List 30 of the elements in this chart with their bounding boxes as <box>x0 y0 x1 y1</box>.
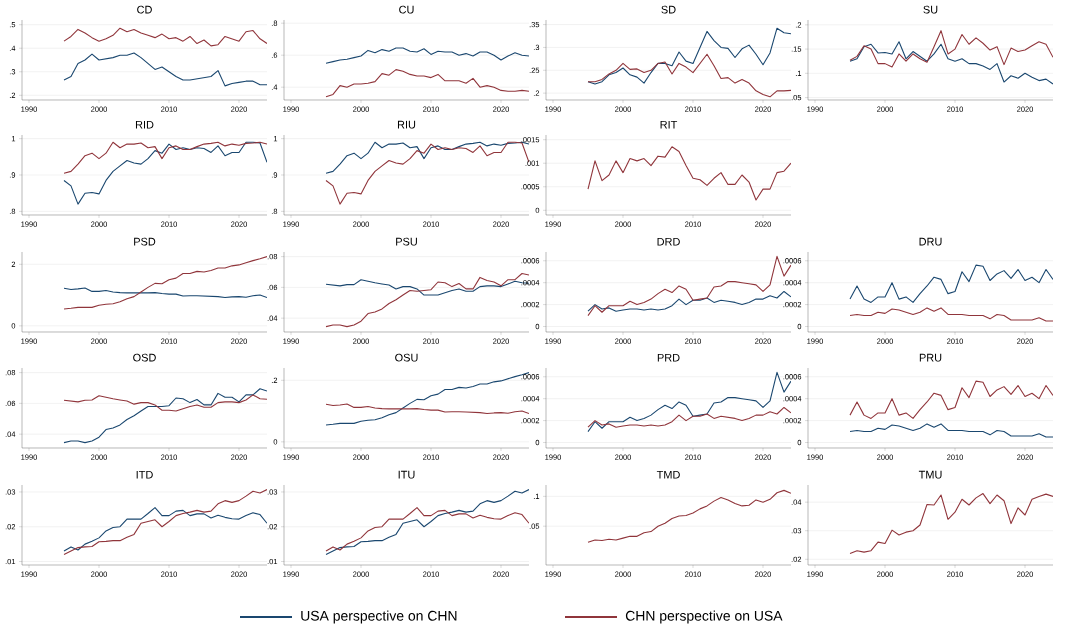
chart-title: SU <box>923 5 938 14</box>
chart-title: ITU <box>398 470 415 479</box>
line-series <box>63 141 267 174</box>
chart-title: PSU <box>396 237 417 246</box>
chart-title: RIT <box>660 120 678 129</box>
line-series <box>849 493 1054 555</box>
line-series <box>849 30 1054 68</box>
chart-title: SD <box>661 5 676 14</box>
chart-title: CU <box>399 5 414 14</box>
chart-title: DRU <box>919 237 942 246</box>
chart-title: PSD <box>134 237 156 246</box>
chart-title: ITD <box>136 470 153 479</box>
line-series <box>587 146 792 201</box>
chart-title: TMD <box>656 470 680 479</box>
chart-title: RIU <box>397 120 416 129</box>
chart-title: PRU <box>919 353 942 362</box>
legend-label: CHN perspective on USA <box>625 610 783 624</box>
legend-label: USA perspective on CHN <box>301 610 457 624</box>
chart-title: OSU <box>395 353 418 362</box>
line-series <box>63 141 267 205</box>
chart-title: PRD <box>657 353 680 362</box>
chart-title: TMU <box>918 470 942 479</box>
line-series <box>325 47 529 64</box>
line-series <box>849 380 1054 419</box>
chart-title: RID <box>135 120 154 129</box>
chart-title: DRD <box>657 237 680 246</box>
line-series <box>849 264 1054 303</box>
chart-title: OSD <box>133 353 156 362</box>
line-series <box>587 489 792 543</box>
chart-title: CD <box>137 5 152 14</box>
